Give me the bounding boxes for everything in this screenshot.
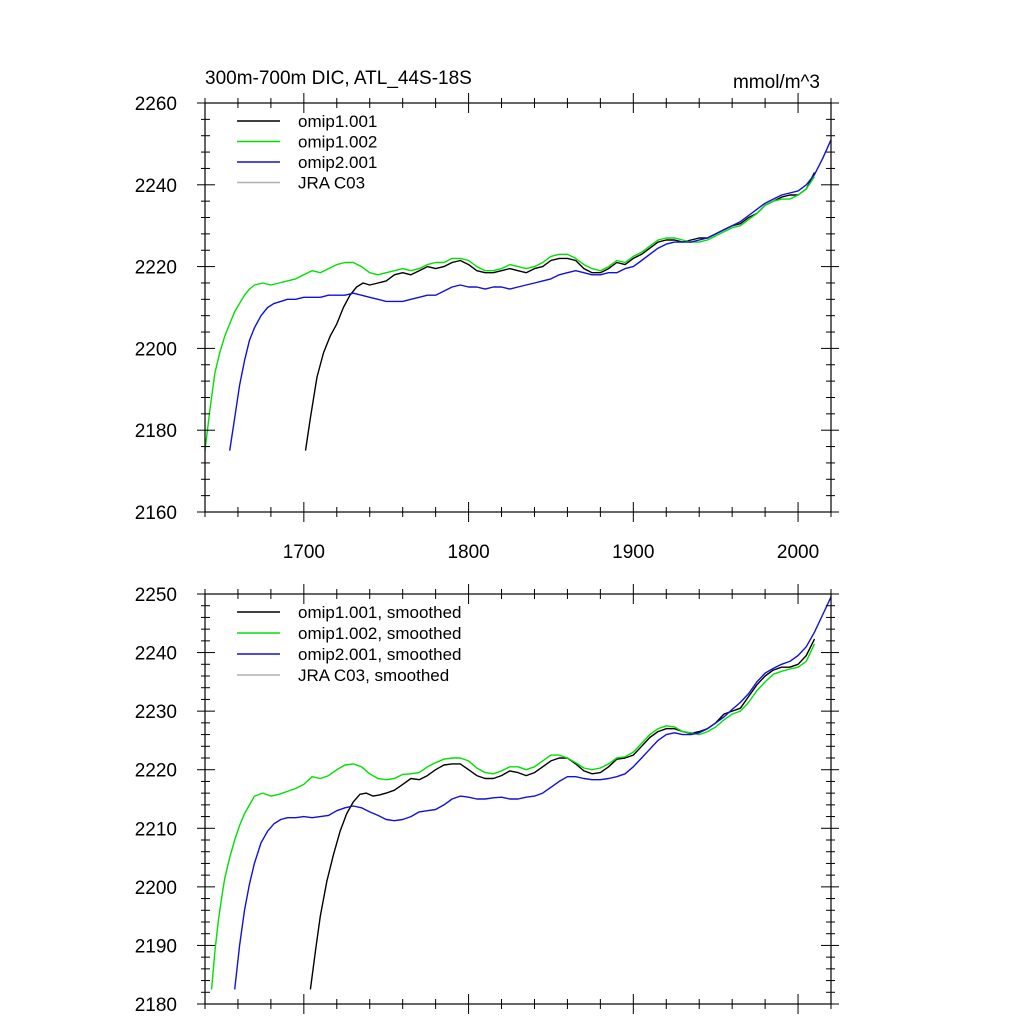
bottom-plot-frame [204, 593, 832, 1005]
y-tick-label: 2180 [135, 421, 177, 442]
y-tick-label: 2180 [135, 995, 177, 1016]
bottom-panel: 2180 2190 2200 2210 2220 2230 2240 2250 omip1.0… [135, 584, 839, 1016]
legend-label: omip2.001, smoothed [298, 645, 462, 664]
top-series-layer [204, 139, 832, 451]
y-tick-label: 2240 [135, 176, 177, 197]
top-panel-units: mmol/m^3 [733, 72, 820, 93]
legend-label: omip1.002, smoothed [298, 624, 462, 643]
y-tick-label: 2240 [135, 644, 177, 665]
bottom-ticks-layer: 2180 2190 2200 2210 2220 2230 2240 2250 [135, 584, 839, 1016]
y-tick-label: 2260 [135, 94, 177, 115]
x-tick-label: 1700 [283, 542, 325, 563]
legend-label: omip1.002 [298, 133, 377, 152]
y-tick-label: 2160 [135, 503, 177, 524]
x-tick-label: 1800 [447, 542, 489, 563]
legend-label: omip1.001, smoothed [298, 603, 462, 622]
bottom-series-omip1-001-smoothed [309, 638, 816, 990]
top-series-omip2-001 [229, 139, 832, 451]
legend-label: JRA C03 [298, 174, 365, 193]
bottom-series-omip1-002-smoothed [210, 643, 816, 990]
legend-label: JRA C03, smoothed [298, 666, 449, 685]
top-series-omip1-001 [304, 172, 816, 451]
top-panel-title: 300m-700m DIC, ATL_44S-18S [205, 68, 472, 89]
bottom-series-omip2-001-smoothed [234, 596, 832, 990]
y-tick-label: 2200 [135, 339, 177, 360]
y-tick-label: 2250 [135, 585, 177, 606]
bottom-series-layer [210, 596, 832, 990]
x-tick-label: 2000 [777, 542, 819, 563]
y-tick-label: 2220 [135, 761, 177, 782]
y-tick-label: 2220 [135, 258, 177, 279]
y-tick-label: 2210 [135, 819, 177, 840]
legend-label: omip2.001 [298, 153, 377, 172]
y-tick-label: 2230 [135, 702, 177, 723]
top-ticks-layer: 1700 1800 1900 2000 2160 2180 2200 2220 2240 2260 [135, 93, 839, 563]
y-tick-label: 2200 [135, 878, 177, 899]
legend-label: omip1.001 [298, 112, 377, 131]
top-panel: 300m-700m DIC, ATL_44S-18S mmol/m^3 1700… [135, 68, 839, 563]
top-series-omip1-002 [204, 176, 816, 451]
top-plot-frame [204, 102, 832, 513]
bottom-legend: omip1.001, smoothed omip1.002, smoothed om… [237, 603, 462, 685]
x-tick-label: 1900 [612, 542, 654, 563]
y-tick-label: 2190 [135, 936, 177, 957]
